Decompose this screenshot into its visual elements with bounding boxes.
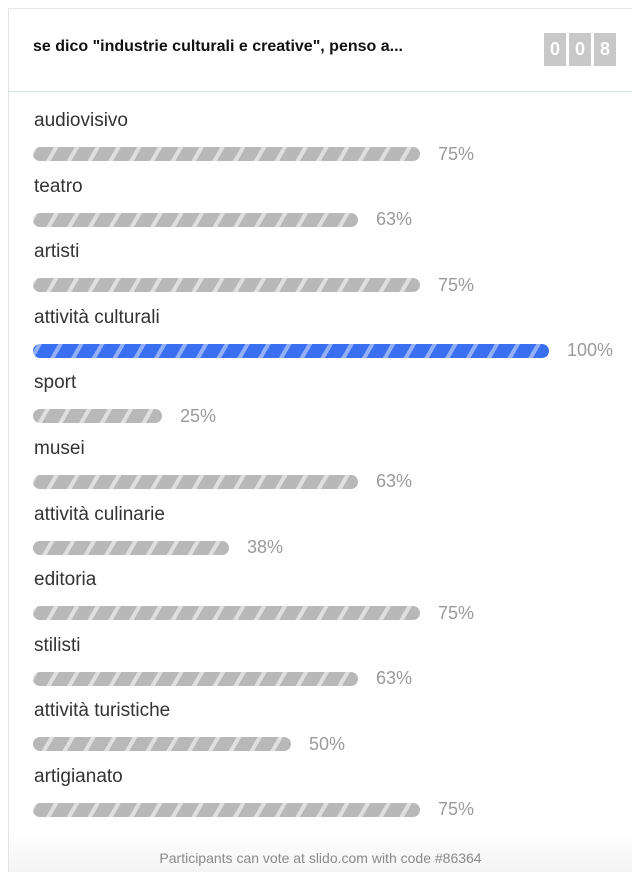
vote-counter: 0 0 8 — [544, 33, 616, 66]
poll-option-label: teatro — [34, 175, 83, 197]
poll-option-percent: 38% — [247, 537, 284, 558]
poll-option-bar — [33, 212, 358, 227]
poll-option-bar-row: 75% — [33, 275, 474, 295]
poll-option-label: artigianato — [34, 765, 123, 787]
poll-option: attività culinarie 38% — [33, 502, 632, 568]
poll-option-bar-row: 75% — [33, 603, 474, 623]
poll-option: editoria 75% — [33, 567, 632, 633]
poll-option-label: musei — [34, 437, 85, 459]
poll-option: audiovisivo 75% — [33, 108, 632, 174]
poll-option-bar — [33, 278, 420, 293]
poll-option-bar — [33, 737, 291, 752]
poll-option-bar — [33, 409, 162, 424]
poll-option: artisti 75% — [33, 239, 632, 305]
poll-option-percent: 100% — [567, 340, 614, 361]
poll-option-label: sport — [34, 372, 77, 394]
poll-option-bar — [33, 540, 229, 555]
poll-option-percent: 50% — [309, 733, 346, 754]
poll-option: attività turistiche 50% — [33, 698, 632, 764]
poll-results: audiovisivo 75% teatro 63% artisti 75% attivit… — [33, 108, 632, 830]
poll-option-percent: 25% — [180, 405, 217, 426]
poll-option-bar — [33, 802, 420, 817]
footer-background — [9, 832, 632, 872]
poll-option: musei 63% — [33, 436, 632, 502]
poll-header: se dico "industrie culturali e creative"… — [9, 8, 632, 92]
poll-option-bar — [33, 343, 549, 358]
poll-option-bar-row: 75% — [33, 144, 474, 164]
poll-option: teatro 63% — [33, 174, 632, 240]
poll-option-bar-row: 63% — [33, 209, 413, 230]
poll-option-bar-row: 38% — [33, 537, 284, 558]
poll-option: sport 25% — [33, 370, 632, 436]
footer-participation-info: Participants can vote at slido.com with … — [159, 850, 482, 866]
poll-option-percent: 75% — [438, 274, 475, 295]
poll-option-percent: 75% — [438, 602, 475, 623]
poll-option-bar-row: 25% — [33, 406, 216, 426]
poll-option: attività culturali 100% — [33, 305, 632, 371]
poll-option-percent: 75% — [438, 143, 475, 164]
poll-card: se dico "industrie culturali e creative"… — [8, 8, 632, 872]
poll-option-percent: 63% — [376, 668, 413, 689]
poll-option-bar-row: 63% — [33, 668, 413, 689]
poll-option-label: attività culinarie — [34, 503, 165, 525]
poll-option-bar — [33, 147, 420, 161]
vote-counter-digit: 0 — [569, 33, 591, 66]
poll-option-label: artisti — [34, 241, 80, 263]
poll-option: artigianato 75% — [33, 764, 632, 830]
poll-option-percent: 75% — [438, 799, 475, 820]
poll-option-label: audiovisivo — [34, 110, 128, 131]
vote-counter-digit: 8 — [594, 33, 616, 66]
poll-option-percent: 63% — [376, 209, 413, 230]
poll-option-bar — [33, 474, 358, 489]
poll-option-label: stilisti — [34, 634, 81, 656]
poll-option-label: attività culturali — [34, 306, 160, 328]
poll-question: se dico "industrie culturali e creative"… — [33, 38, 403, 55]
poll-option-percent: 63% — [376, 471, 413, 492]
poll-option-bar-row: 100% — [33, 340, 614, 361]
vote-counter-digit: 0 — [544, 33, 566, 66]
poll-option-bar — [33, 606, 420, 621]
poll-option: stilisti 63% — [33, 633, 632, 699]
poll-option-bar-row: 50% — [33, 734, 345, 754]
poll-option-bar-row: 75% — [33, 799, 475, 820]
poll-option-label: attività turistiche — [34, 700, 171, 722]
poll-option-bar — [33, 671, 358, 686]
poll-option-label: editoria — [34, 569, 97, 591]
poll-option-bar-row: 63% — [33, 471, 413, 492]
